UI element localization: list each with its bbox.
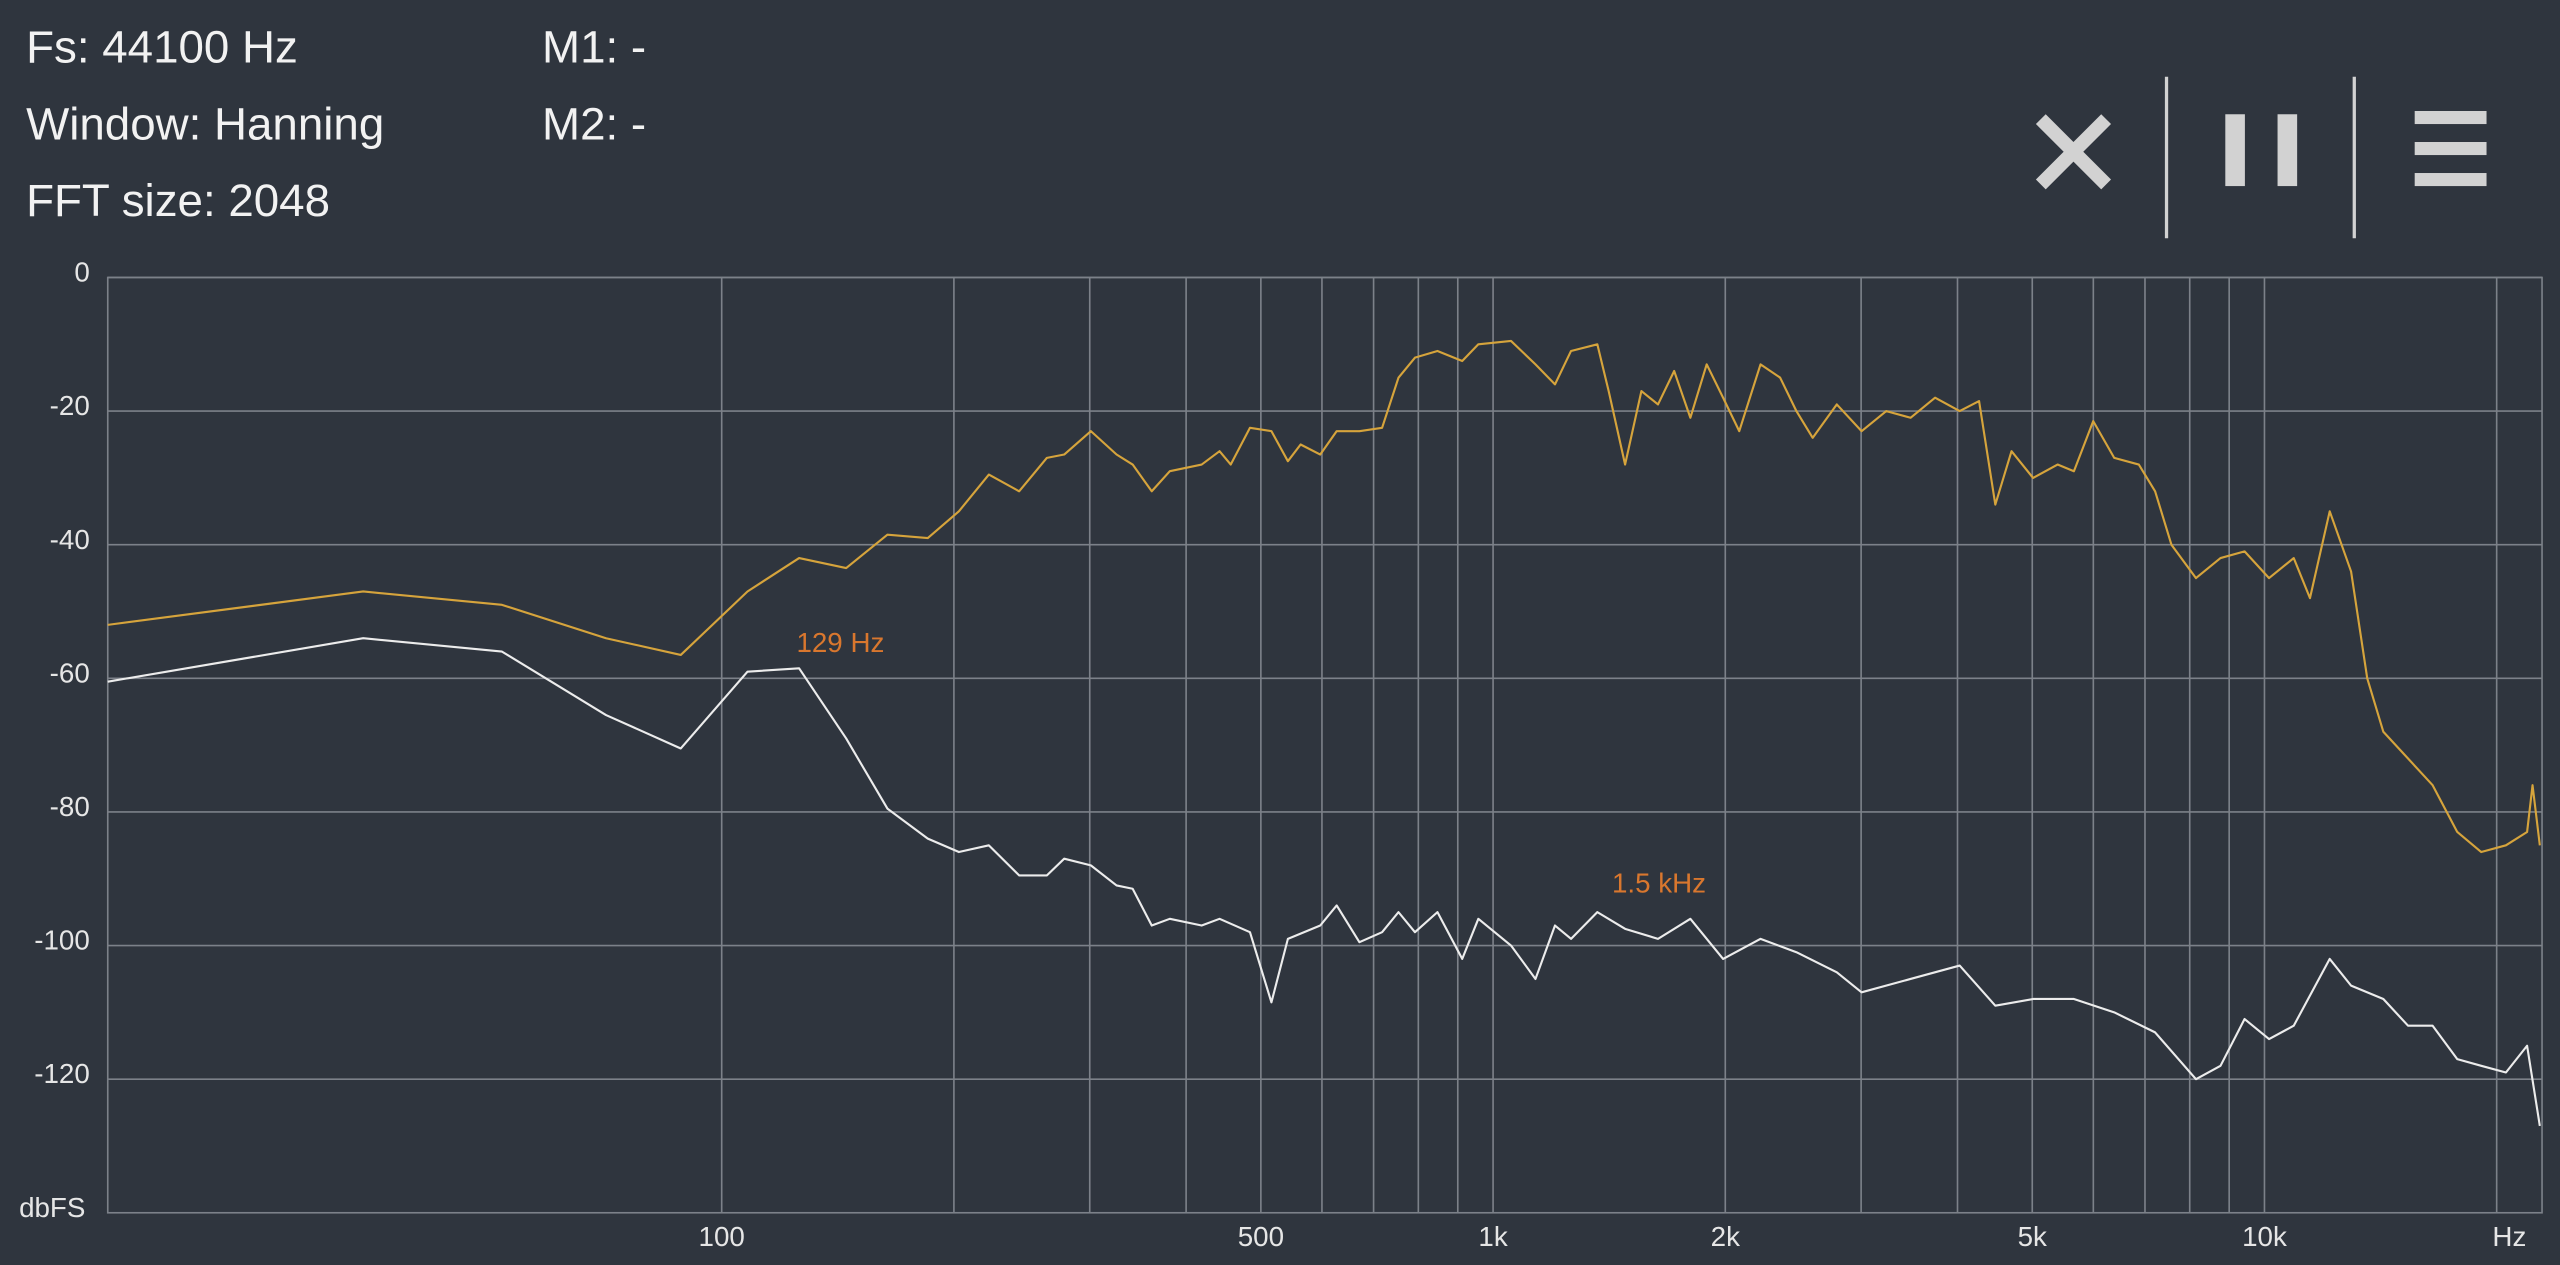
y-tick-label: 0: [74, 257, 89, 288]
y-axis-label: dbFS: [19, 1192, 85, 1223]
y-tick-label: -20: [50, 390, 90, 421]
peak-annotation: 1.5 kHz: [1612, 868, 1706, 899]
spectrum-line: [107, 637, 2541, 1127]
marker-1-label: M1: -: [542, 22, 646, 73]
close-button[interactable]: [2035, 114, 2112, 190]
menu-line[interactable]: [2414, 110, 2487, 125]
spectrum-line: [107, 339, 2541, 854]
y-tick-label: -80: [50, 791, 90, 822]
window-label: Window: Hanning: [26, 98, 384, 149]
x-tick-label: 500: [1238, 1221, 1284, 1252]
y-tick-label: -60: [50, 657, 90, 688]
y-tick-label: -100: [34, 925, 90, 956]
marker-2-label: M2: -: [542, 98, 646, 149]
menu-button[interactable]: [2414, 110, 2487, 187]
peak-annotation: 129 Hz: [796, 627, 884, 658]
x-axis-label: Hz: [2492, 1221, 2526, 1252]
close-icon[interactable]: [2035, 114, 2112, 190]
x-tick-label: 10k: [2242, 1221, 2287, 1252]
pause-bar[interactable]: [2277, 114, 2298, 187]
x-tick-label: 5k: [2018, 1221, 2047, 1252]
fs-label: Fs: 44100 Hz: [26, 22, 298, 73]
menu-line[interactable]: [2414, 173, 2487, 187]
x-tick-label: 2k: [1711, 1221, 1740, 1252]
y-tick-label: -120: [34, 1058, 90, 1089]
x-tick-label: 100: [699, 1221, 745, 1252]
pause-button[interactable]: [2225, 114, 2298, 187]
pause-bar[interactable]: [2225, 114, 2245, 187]
menu-line[interactable]: [2414, 142, 2487, 156]
fft-size-label: FFT size: 2048: [26, 175, 330, 226]
y-tick-label: -40: [50, 524, 90, 555]
x-tick-label: 1k: [1478, 1221, 1507, 1252]
